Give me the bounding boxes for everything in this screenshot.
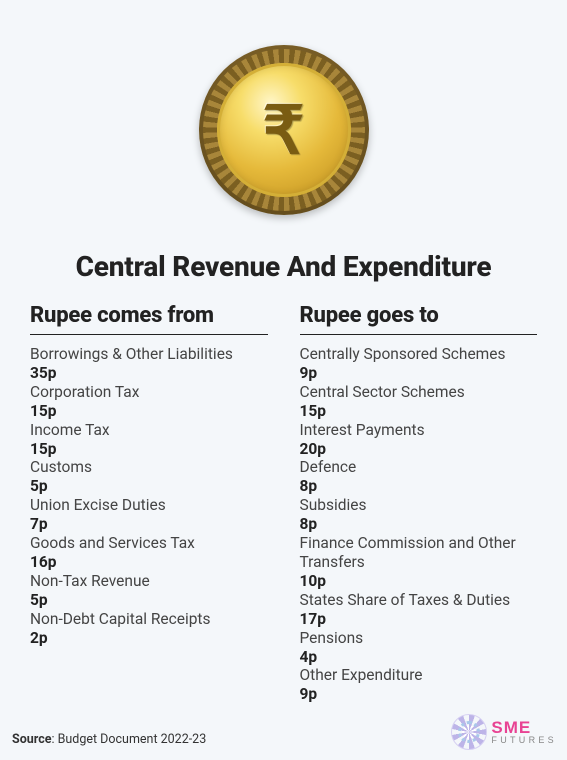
list-item-value: 9p [300,364,538,383]
list-item-value: 15p [300,402,538,421]
list-item-label: Borrowings & Other Liabilities [30,345,268,364]
rupee-coin-icon: ₹ [199,45,369,215]
right-items: Centrally Sponsored Schemes9pCentral Sec… [300,345,538,704]
list-item-value: 8p [300,477,538,496]
list-item-value: 17p [300,610,538,629]
list-item-label: Non-Tax Revenue [30,572,268,591]
list-item-label: Other Expenditure [300,666,538,685]
list-item-label: Centrally Sponsored Schemes [300,345,538,364]
list-item-value: 16p [30,553,268,572]
list-item-label: Corporation Tax [30,383,268,402]
list-item-label: Goods and Services Tax [30,534,268,553]
list-item-value: 15p [30,402,268,421]
logo-text-futures: FUTURES [491,736,557,745]
list-item-label: Central Sector Schemes [300,383,538,402]
source-label: Source [12,732,51,747]
column-right: Rupee goes to Centrally Sponsored Scheme… [300,303,538,704]
list-item-label: Interest Payments [300,421,538,440]
list-item-value: 4p [300,648,538,667]
list-item-value: 8p [300,515,538,534]
rupee-symbol: ₹ [263,97,305,163]
list-item-label: Union Excise Duties [30,496,268,515]
list-item-label: States Share of Taxes & Duties [300,591,538,610]
list-item-value: 20p [300,440,538,459]
list-item-value: 9p [300,685,538,704]
source-value: : Budget Document 2022-23 [51,732,206,747]
list-item-value: 5p [30,477,268,496]
list-item-value: 7p [30,515,268,534]
sme-futures-logo: SME FUTURES [451,714,557,750]
list-item-value: 35p [30,364,268,383]
list-item-label: Finance Commission and Other Transfers [300,534,538,572]
right-heading: Rupee goes to [300,303,538,335]
left-items: Borrowings & Other Liabilities35pCorpora… [30,345,268,648]
source-text: Source: Budget Document 2022-23 [12,732,206,747]
list-item-value: 15p [30,440,268,459]
list-item-label: Pensions [300,629,538,648]
page-title: Central Revenue And Expenditure [0,250,567,283]
logo-circle-icon [451,714,487,750]
logo-text-sme: SME [491,719,557,736]
list-item-value: 10p [300,572,538,591]
list-item-label: Defence [300,458,538,477]
list-item-label: Subsidies [300,496,538,515]
list-item-label: Customs [30,458,268,477]
coin-container: ₹ [0,0,567,215]
columns: Rupee comes from Borrowings & Other Liab… [0,283,567,704]
list-item-label: Income Tax [30,421,268,440]
list-item-value: 2p [30,629,268,648]
list-item-value: 5p [30,591,268,610]
column-left: Rupee comes from Borrowings & Other Liab… [30,303,268,704]
list-item-label: Non-Debt Capital Receipts [30,610,268,629]
left-heading: Rupee comes from [30,303,268,335]
